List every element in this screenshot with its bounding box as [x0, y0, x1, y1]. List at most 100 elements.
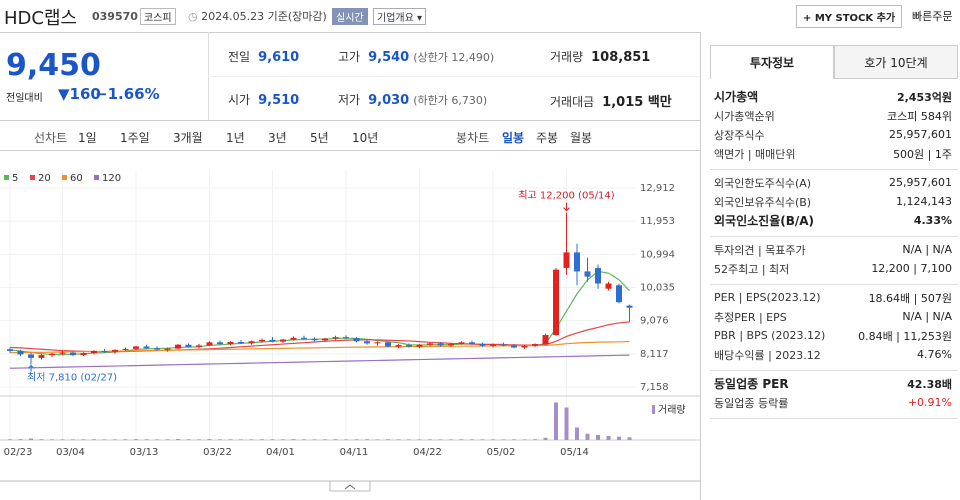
- quote-value: 1,015 백만: [602, 95, 672, 110]
- date: ◷ 2024.05.23 기준(장마감): [188, 10, 327, 23]
- volume-bar: [428, 439, 432, 440]
- legend-swatch: [62, 175, 67, 180]
- quote-value: 9,030: [368, 93, 410, 108]
- info-row: 외국인한도주식수(A) 25,957,601: [714, 173, 952, 192]
- period-tab[interactable]: 1일: [78, 131, 97, 145]
- volume-bar: [386, 439, 390, 440]
- candle-body: [448, 344, 454, 346]
- info-row: 외국인보유주식수(B) 1,124,143: [714, 192, 952, 211]
- candle-body: [353, 338, 360, 342]
- tab[interactable]: 호가 10단계: [834, 45, 958, 79]
- quote-item: 고가 9,540 (상한가 12,490): [338, 48, 494, 65]
- x-tick-label: 04/22: [413, 447, 442, 458]
- candle-body: [479, 344, 486, 346]
- info-row: 동일업종 등락률 +0.91%: [714, 393, 952, 412]
- candle-body: [59, 352, 66, 354]
- volume-bar: [60, 439, 65, 440]
- candle-body: [521, 345, 528, 348]
- stock-code: 039570: [92, 10, 138, 23]
- volume-bar: [102, 439, 107, 440]
- period-tab[interactable]: 주봉: [536, 131, 559, 145]
- info-label: 시가총액순위: [714, 109, 775, 123]
- legend-swatch: [30, 175, 35, 180]
- candle-body: [406, 345, 412, 347]
- volume-bar: [291, 439, 296, 440]
- x-tick-label: 02/23: [4, 447, 33, 458]
- candle-body: [122, 348, 129, 350]
- candle-body: [164, 348, 171, 350]
- legend-label: 60: [70, 173, 83, 184]
- period-tab[interactable]: 5년: [310, 131, 329, 145]
- period-label: 봉차트: [456, 131, 490, 145]
- candle-body: [626, 305, 633, 308]
- collapse-button[interactable]: [329, 480, 371, 492]
- volume-bar: [575, 427, 579, 440]
- volume-bar: [375, 439, 380, 440]
- info-row: PBR | BPS (2023.12) 0.84배 | 11,253원: [714, 326, 952, 345]
- info-value: 2,453억원: [896, 90, 952, 104]
- x-tick-label: 03/22: [203, 447, 232, 458]
- volume-bar: [564, 407, 569, 440]
- info-value: 4.33%: [913, 214, 952, 227]
- volume-bar: [197, 439, 201, 440]
- tab[interactable]: 투자정보: [710, 45, 834, 79]
- period-tab[interactable]: 3년: [268, 131, 287, 145]
- period-tab[interactable]: 일봉: [502, 131, 525, 145]
- volume-bar: [501, 439, 506, 440]
- candle-body: [343, 337, 349, 339]
- volume-bar: [627, 437, 632, 440]
- period-tab[interactable]: 3개월: [173, 131, 203, 145]
- company-button[interactable]: 기업개요 ▾: [373, 8, 426, 25]
- candle-body: [584, 271, 591, 277]
- mystock-button[interactable]: + MY STOCK 추가: [796, 5, 903, 28]
- info-section: 외국인한도주식수(A) 25,957,601 외국인보유주식수(B) 1,124,14…: [710, 170, 958, 237]
- quote-value: 108,851: [591, 50, 651, 65]
- candle-body: [259, 339, 265, 342]
- volume-bar: [71, 439, 75, 440]
- volume-bar: [155, 439, 159, 440]
- period-tab[interactable]: 10년: [352, 131, 379, 145]
- quick-order[interactable]: 빠른주문: [912, 10, 953, 23]
- info-label: 외국인보유주식수(B): [714, 195, 812, 209]
- legend-swatch: [4, 175, 9, 180]
- candle-body: [595, 267, 601, 284]
- realtime-badge[interactable]: 실시간: [332, 8, 368, 25]
- volume-bar: [239, 439, 243, 440]
- period-tab[interactable]: 월봉: [570, 131, 593, 145]
- volume-bar: [144, 439, 149, 440]
- candle-body: [427, 343, 433, 345]
- candle-body: [154, 348, 160, 350]
- candle-body: [458, 342, 465, 345]
- volume-bar: [417, 439, 422, 440]
- candle-body: [301, 337, 307, 339]
- info-value: 코스피 584위: [887, 109, 952, 123]
- volume-bar: [249, 439, 254, 440]
- info-row: 동일업종 PER 42.38배: [714, 374, 952, 393]
- quote-note: (상한가 12,490): [413, 51, 495, 64]
- candle-body: [374, 342, 381, 344]
- volume-bar: [228, 439, 233, 440]
- period-tab[interactable]: 1년: [226, 131, 245, 145]
- x-tick-label: 03/13: [130, 447, 159, 458]
- volume-bar: [470, 439, 474, 440]
- candle-body: [553, 269, 559, 336]
- volume-bar: [186, 439, 191, 440]
- info-value: 4.76%: [917, 348, 952, 361]
- y-tick-label: 7,158: [640, 382, 669, 393]
- market-badge: 코스피: [140, 8, 176, 25]
- volume-bar: [438, 439, 443, 440]
- date-text: 2024.05.23 기준(장마감): [201, 10, 327, 23]
- volume-bar: [92, 439, 96, 440]
- x-tick-label: 05/02: [487, 447, 516, 458]
- info-tabs: 투자정보 호가 10단계: [710, 45, 958, 79]
- period-tab[interactable]: 1주일: [120, 131, 150, 145]
- volume-bar: [50, 439, 54, 440]
- candle-body: [490, 344, 496, 346]
- quote-note: (하한가 6,730): [413, 94, 488, 107]
- volume-bar: [260, 439, 264, 440]
- info-row: 투자의견 | 목표주가 N/A | N/A: [714, 240, 952, 259]
- volume-bar: [312, 439, 317, 440]
- candle-body: [101, 350, 108, 352]
- candle-body: [227, 341, 234, 345]
- legend-label: 20: [38, 173, 51, 184]
